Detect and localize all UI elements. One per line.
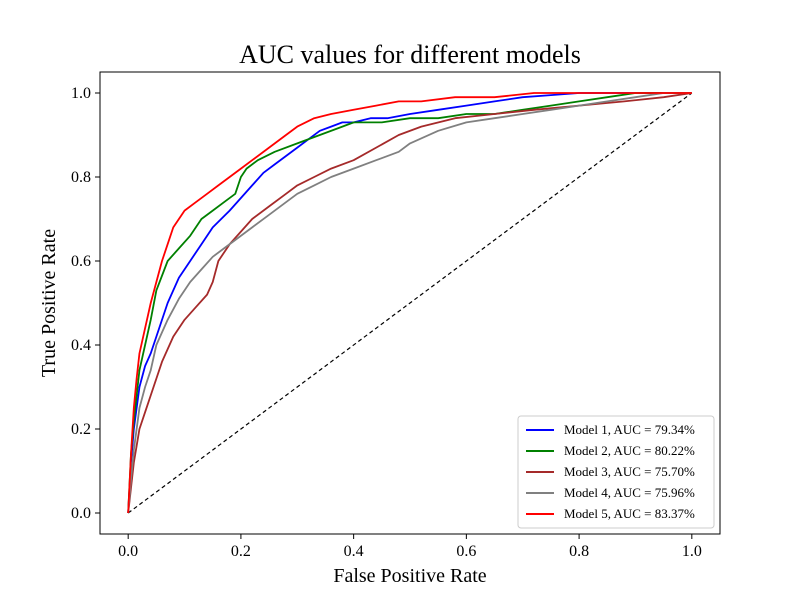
- x-tick-label: 1.0: [682, 543, 702, 560]
- x-axis: 0.0 0.2 0.4 0.6 0.8 1.0: [118, 534, 702, 560]
- legend: Model 1, AUC = 79.34% Model 2, AUC = 80.2…: [517, 415, 715, 529]
- series-line-model-5: [127, 92, 692, 514]
- legend-label-model-4: Model 4, AUC = 75.96%: [564, 485, 695, 500]
- y-tick-label: 1.0: [71, 85, 91, 102]
- axes-frame: [99, 71, 721, 535]
- y-tick-label: 0.8: [71, 169, 91, 186]
- legend-label-model-1: Model 1, AUC = 79.34%: [564, 422, 695, 437]
- legend-label-model-3: Model 3, AUC = 75.70%: [564, 464, 695, 479]
- reference-diagonal-line: [127, 92, 693, 514]
- plot-area: [127, 92, 693, 514]
- chart-title: AUC values for different models: [239, 40, 581, 69]
- x-tick-label: 0.2: [231, 543, 251, 560]
- y-tick-label: 0.6: [71, 253, 91, 270]
- y-axis-label: True Positive Rate: [38, 229, 60, 377]
- legend-label-model-2: Model 2, AUC = 80.22%: [564, 443, 695, 458]
- x-tick-label: 0.0: [118, 543, 138, 560]
- legend-box: [517, 415, 715, 529]
- x-tick-label: 0.4: [344, 543, 364, 560]
- legend-label-model-5: Model 5, AUC = 83.37%: [564, 506, 695, 521]
- series-line-model-1: [127, 92, 692, 514]
- y-tick-label: 0.0: [71, 505, 91, 522]
- x-tick-label: 0.6: [456, 543, 476, 560]
- y-tick-label: 0.2: [71, 421, 91, 438]
- x-axis-label: False Positive Rate: [333, 565, 486, 587]
- series-line-model-4: [127, 92, 692, 514]
- x-tick-label: 0.8: [569, 543, 589, 560]
- y-axis: 0.0 0.2 0.4 0.6 0.8 1.0: [71, 85, 100, 522]
- series-line-model-3: [127, 92, 692, 514]
- y-tick-label: 0.4: [71, 337, 91, 354]
